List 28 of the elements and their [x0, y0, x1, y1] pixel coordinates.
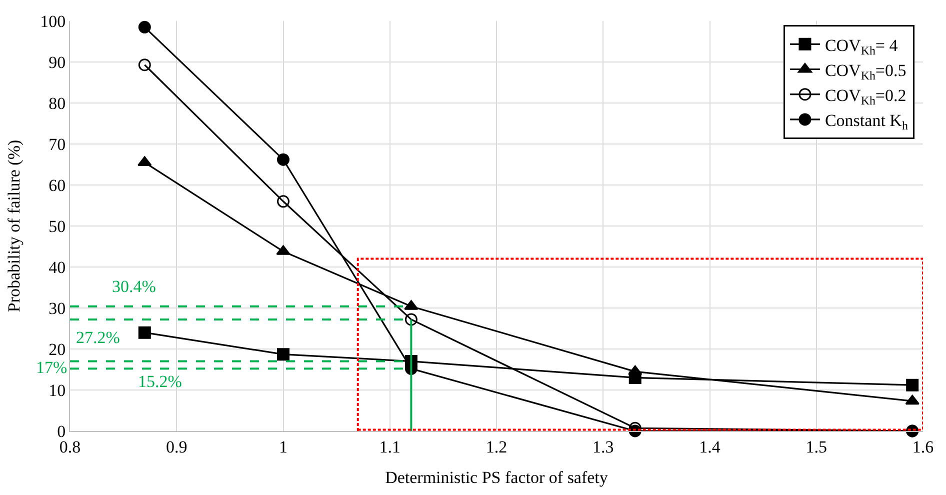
y-tick-label: 100 [40, 12, 66, 31]
legend-label: COV$_{Kh}$=0.5 [824, 60, 906, 82]
y-tick-label: 30 [48, 298, 66, 318]
x-tick-label: 1 [279, 437, 288, 456]
y-axis-title: Probability of failure (%) [4, 140, 24, 312]
y-tick-label: 50 [48, 216, 66, 236]
y-tick-label: 80 [48, 94, 66, 113]
y-tick-label: 60 [48, 176, 66, 195]
x-tick-label: 1.4 [699, 437, 721, 456]
annotation: 30.4% [112, 277, 156, 296]
y-tick-label: 70 [48, 134, 66, 154]
x-tick-label: 1.1 [379, 437, 401, 456]
legend-label: Constant K$_{h}$ [824, 111, 908, 133]
x-tick-label: 1.6 [912, 437, 934, 456]
annotation: 17% [36, 358, 68, 377]
annotation: 15.2% [138, 372, 182, 391]
x-tick-label: 1.5 [806, 437, 828, 456]
annotation: 27.2% [76, 328, 120, 347]
y-tick-label: 40 [48, 258, 66, 277]
x-tick-label: 1.3 [592, 437, 614, 456]
y-tick-label: 10 [48, 380, 66, 400]
x-tick-label: 1.2 [486, 437, 508, 456]
x-tick-label: 0.9 [166, 437, 188, 456]
y-tick-label: 90 [48, 52, 66, 72]
legend-label: COV$_{Kh}$= 4 [824, 36, 898, 58]
legend-label: COV$_{Kh}$=0.2 [824, 86, 906, 108]
y-tick-label: 20 [48, 340, 66, 359]
x-axis-title: Deterministic PS factor of safety [385, 468, 608, 487]
